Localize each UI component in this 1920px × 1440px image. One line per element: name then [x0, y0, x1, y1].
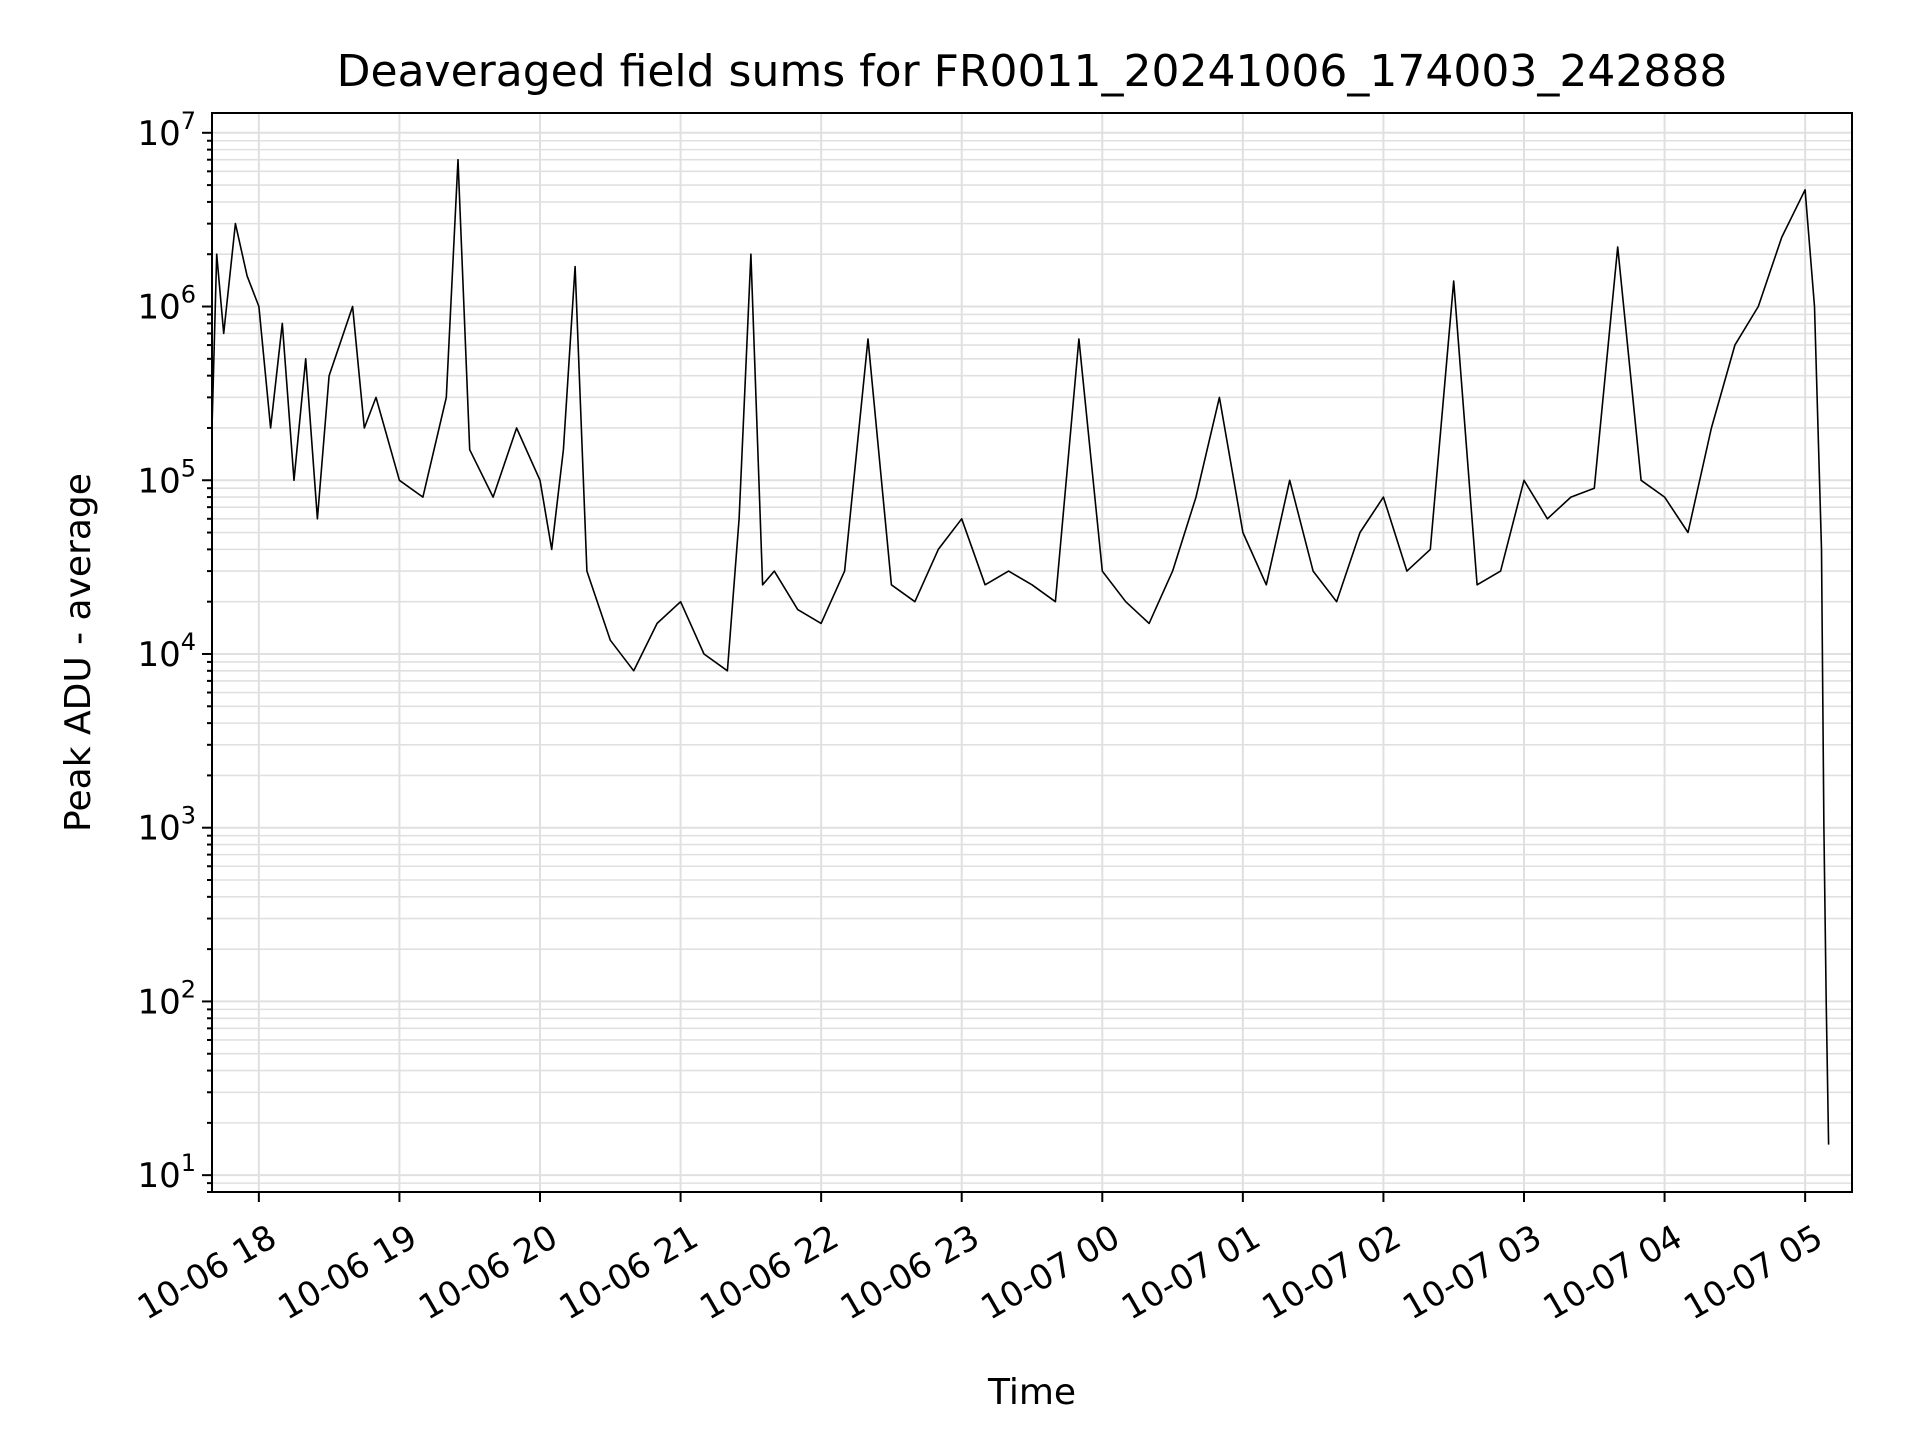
y-tick-label: 106: [137, 281, 196, 328]
y-tick-label: 104: [137, 628, 196, 675]
x-axis-label: Time: [987, 1372, 1076, 1413]
series-line: [211, 158, 1830, 1145]
grid-lines: [212, 113, 1852, 1193]
y-tick-label: 102: [137, 975, 196, 1022]
y-tick-label: 103: [137, 802, 196, 849]
y-tick-label: 107: [137, 107, 196, 154]
y-tick-label: 101: [137, 1149, 196, 1196]
data-series: [211, 158, 1830, 1145]
chart-title: Deaveraged field sums for FR0011_2024100…: [337, 46, 1728, 97]
plot-frame: [211, 112, 1853, 1193]
y-tick-label: 105: [137, 454, 196, 501]
y-axis-label: Peak ADU - average: [58, 473, 99, 832]
